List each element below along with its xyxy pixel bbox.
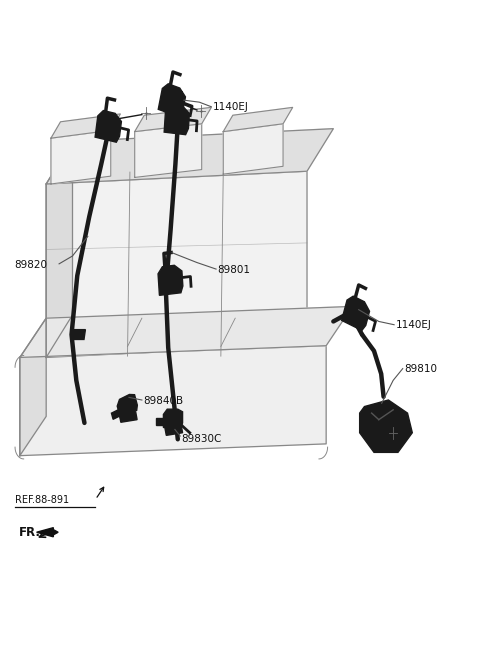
Polygon shape [360,400,412,453]
Polygon shape [342,296,370,331]
Polygon shape [135,124,202,177]
Polygon shape [36,527,58,537]
Polygon shape [158,265,183,295]
Text: 89820: 89820 [14,260,47,270]
Polygon shape [156,419,163,425]
Polygon shape [46,142,72,358]
Polygon shape [163,409,182,428]
Polygon shape [51,131,111,184]
Text: 89801: 89801 [217,265,251,275]
Text: FR.: FR. [19,525,41,539]
Text: 89840B: 89840B [144,396,183,405]
Text: 89830C: 89830C [181,434,222,444]
Polygon shape [165,425,182,436]
Text: 1140EJ: 1140EJ [396,320,432,331]
Polygon shape [158,84,185,117]
Polygon shape [111,410,120,419]
Polygon shape [117,394,137,419]
Polygon shape [20,346,326,456]
Polygon shape [51,114,120,138]
Polygon shape [223,108,293,132]
Polygon shape [95,110,121,142]
Polygon shape [46,129,333,184]
Polygon shape [164,105,190,134]
Text: 89810: 89810 [404,364,437,374]
Polygon shape [20,306,352,358]
Polygon shape [223,124,283,174]
Polygon shape [20,318,46,456]
Polygon shape [135,108,211,132]
Polygon shape [71,329,85,339]
Text: REF.88-891: REF.88-891 [15,495,69,504]
Polygon shape [120,412,137,422]
Polygon shape [46,171,307,358]
Text: 1140EJ: 1140EJ [213,102,249,112]
